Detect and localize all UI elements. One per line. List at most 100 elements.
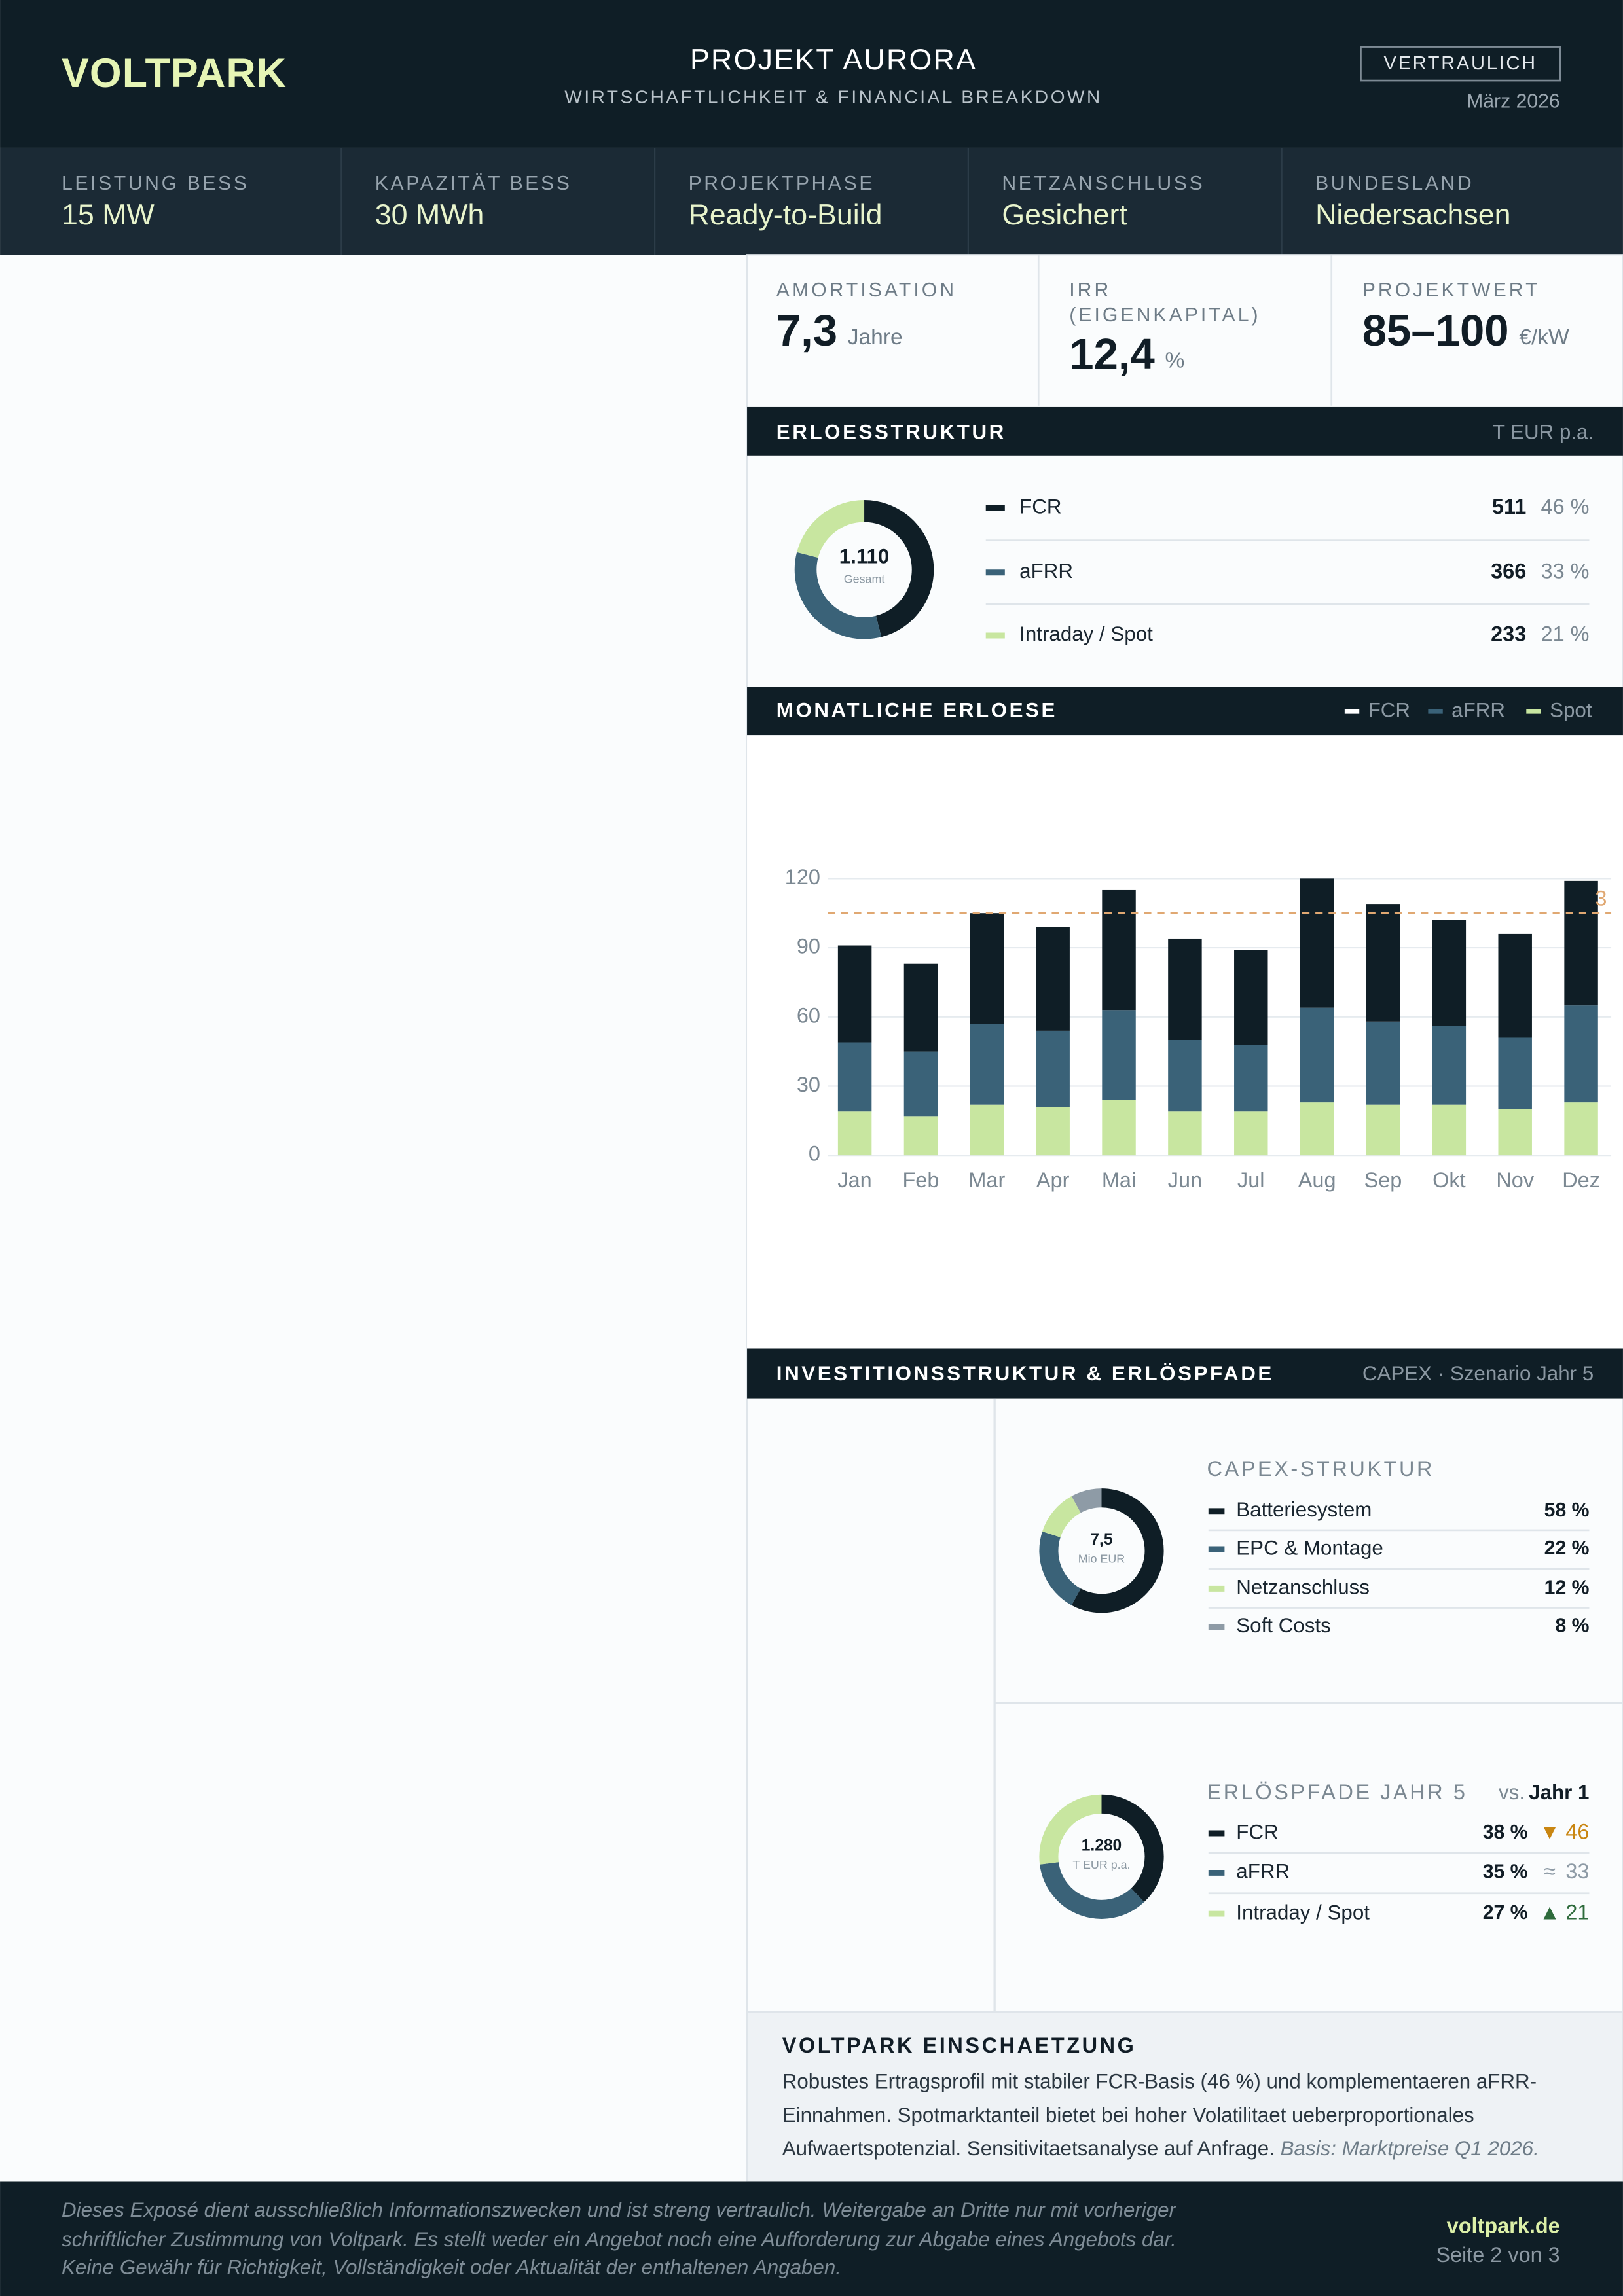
chart-note: T EUR p.a. (1493, 421, 1594, 444)
badge-frame (1360, 46, 1561, 82)
bar-segment (1036, 927, 1070, 1031)
donut-segment (864, 500, 934, 637)
bar-segment (1300, 878, 1334, 1008)
metric-value: 12,4 (1069, 330, 1155, 379)
value-label: 366 (1491, 559, 1526, 583)
metric-unit: €/kW (1519, 325, 1569, 350)
comparison-label: Jahr 1 (1529, 1781, 1589, 1804)
x-tick-label: Aug (1298, 1168, 1336, 1192)
assessment-text: Robustes Ertragsprofil mit stabiler FCR-… (782, 2069, 1537, 2160)
section-header (747, 1348, 1623, 1399)
metric-label: PROJEKTWERT (1362, 279, 1541, 301)
kpi-value: 15 MW (62, 198, 155, 231)
legend-label: FCR (1368, 699, 1410, 722)
x-tick-label: Sep (1364, 1168, 1402, 1192)
badge: VERTRAULICH (1383, 53, 1537, 74)
bar-segment (1498, 933, 1532, 1038)
kpi-value: Gesichert (1002, 198, 1127, 231)
metric-label: IRR (1069, 279, 1111, 301)
trend-symbol: ▲ (1539, 1901, 1560, 1924)
bar-segment (1036, 1030, 1070, 1107)
kpi-label: LEISTUNG BESS (62, 173, 249, 194)
kpi-dividers (340, 147, 1283, 255)
section-header (747, 406, 1623, 456)
share-label: 21 % (1541, 622, 1590, 646)
value-label: 8 % (1555, 1615, 1589, 1637)
x-tick-label: Okt (1432, 1168, 1465, 1192)
bar-segment (1432, 1026, 1467, 1105)
donut-segment (1039, 1794, 1102, 1865)
bar-segment (1300, 1102, 1334, 1156)
reference-label: 3 (1595, 887, 1607, 910)
x-tick-label: Jan (837, 1168, 871, 1192)
comparison-value: 21 (1565, 1901, 1589, 1924)
donut-segment (1071, 1488, 1103, 1513)
legend-label: EPC & Montage (1236, 1536, 1383, 1559)
legend-label: aFRR (1236, 1860, 1290, 1883)
bar-segment (1300, 1007, 1334, 1103)
chart-title: CAPEX-STRUKTUR (1207, 1457, 1435, 1480)
kpi-label: BUNDESLAND (1315, 173, 1474, 194)
assessment-title: VOLTPARK EINSCHAETZUNG (782, 2034, 1137, 2057)
y-tick-label: 120 (785, 865, 820, 889)
footer-band (0, 2181, 1623, 2296)
value-label: 22 % (1544, 1537, 1590, 1559)
assessment-paragraph: Robustes Ertragsprofil mit stabiler FCR-… (782, 2065, 1591, 2166)
bar-segment (903, 963, 938, 1052)
x-tick-label: Apr (1036, 1168, 1070, 1192)
value-label: 35 % (1483, 1861, 1528, 1882)
website[interactable]: voltpark.de (1447, 2214, 1560, 2237)
metric-label: (EIGENKAPITAL) (1069, 304, 1260, 326)
date: März 2026 (1467, 91, 1560, 113)
chart-title: ERLÖSPFADE JAHR 5 (1207, 1780, 1468, 1804)
legend-label: Batteriesystem (1236, 1498, 1372, 1521)
metric-value: 85–100 (1362, 306, 1509, 355)
donut-center-label: Gesamt (844, 573, 885, 586)
share-label: 46 % (1541, 495, 1590, 518)
metric: 7,3 Jahre (776, 306, 903, 355)
x-tick-label: Jun (1168, 1168, 1202, 1192)
donut-center-value: 7,5 (1090, 1531, 1112, 1549)
kpi-label: NETZANSCHLUSS (1002, 173, 1205, 194)
legend-label: aFRR (1019, 560, 1073, 583)
value-label: 58 % (1544, 1499, 1590, 1521)
kpi-value: 30 MWh (375, 198, 484, 231)
x-tick-label: Dez (1562, 1168, 1600, 1192)
metric: 85–100 €/kW (1362, 306, 1569, 355)
assessment-body: Robustes Ertragsprofil mit stabiler FCR-… (782, 2065, 1591, 2166)
comparison-prefix: vs. (1499, 1781, 1525, 1804)
bar-segment (1234, 950, 1268, 1045)
donut-segment (1040, 1861, 1144, 1919)
bar-segment (1564, 880, 1598, 1006)
bar-segment (1366, 1021, 1400, 1105)
chart-title: MONATLICHE ERLOESE (776, 699, 1057, 722)
legend-label: Intraday / Spot (1019, 622, 1153, 645)
bar-segment (903, 1116, 938, 1156)
assessment-basis: Basis: Marktpreise Q1 2026. (1280, 2136, 1539, 2160)
donut-segment (1071, 1488, 1164, 1613)
bar-segment (1102, 1100, 1136, 1156)
footer-disclaimer-box: Dieses Exposé dient ausschließlich Infor… (62, 2198, 1176, 2278)
donut-segment (794, 552, 882, 639)
kpi-band (0, 147, 1623, 255)
page-subtitle: WIRTSCHAFTLICHKEIT & FINANCIAL BREAKDOWN (564, 86, 1102, 107)
bar-segment (1564, 1005, 1598, 1103)
donut-center-value: 1.110 (839, 545, 890, 568)
trend-symbol: ▼ (1539, 1820, 1560, 1844)
trend-symbol: ≈ (1544, 1859, 1556, 1883)
donut-center-label: T EUR p.a. (1072, 1858, 1130, 1871)
kpi-label: KAPAZITÄT BESS (375, 173, 572, 194)
metric: 12,4% (1069, 330, 1184, 379)
legend-label: Intraday / Spot (1236, 1901, 1370, 1924)
bar-segment (1234, 1045, 1268, 1112)
x-tick-label: Mar (968, 1168, 1005, 1192)
bar-segment (970, 1104, 1004, 1156)
page-number: Seite 2 von 3 (1436, 2243, 1559, 2267)
kpi-value: Ready-to-Build (689, 198, 883, 231)
legend-label: FCR (1019, 495, 1061, 518)
bar-segment (1366, 1104, 1400, 1156)
metric-unit: % (1165, 348, 1185, 372)
donut-segment (797, 500, 865, 558)
donut-segment (1039, 1531, 1082, 1605)
